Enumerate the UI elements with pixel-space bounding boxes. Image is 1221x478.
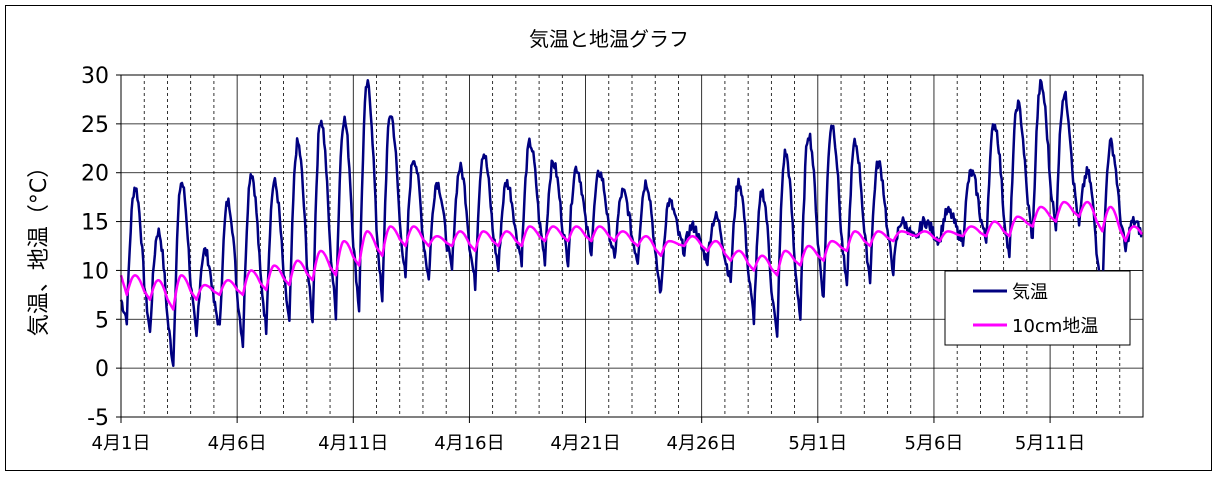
legend-label: 気温 <box>1012 282 1048 303</box>
series-line-air-temp <box>119 78 1143 368</box>
legend-box <box>944 270 1131 346</box>
x-tick-label: 4月16日 <box>434 433 504 454</box>
y-tick-label: 30 <box>81 64 109 89</box>
legend: 気温 10cm地温 <box>944 270 1131 346</box>
x-tick-label: 4月21日 <box>550 433 620 454</box>
x-tick-label: 5月6日 <box>905 433 964 454</box>
x-tick-label: 4月6日 <box>208 433 267 454</box>
plot-border <box>120 74 1144 418</box>
y-axis-label-group: 気温、地温（°C） <box>27 156 52 336</box>
legend-label: 10cm地温 <box>1012 316 1098 337</box>
chart-title: 気温と地温グラフ <box>529 27 689 51</box>
y-tick-label: 15 <box>81 211 109 236</box>
y-tick-label: 20 <box>81 162 109 187</box>
temperature-chart: 気温と地温グラフ 気温、地温（°C） -5 0 5 10 15 20 25 30 4月1日 4月6… <box>27 27 1144 454</box>
y-tick-label: 0 <box>95 357 109 382</box>
axis-layer: -5 0 5 10 15 20 25 30 4月1日 4月6日 4月11日 4月16日 4月21日 4月2… <box>81 64 1144 454</box>
x-tick-label: 4月11日 <box>318 433 388 454</box>
x-tick-label: 5月1日 <box>788 433 847 454</box>
x-tick-label: 4月26日 <box>667 433 737 454</box>
x-tick-label: 4月1日 <box>92 433 151 454</box>
y-tick-label: 25 <box>81 113 109 138</box>
series-line-soil-temp <box>119 200 1144 311</box>
x-tick-label: 5月11日 <box>1015 433 1085 454</box>
grid-layer <box>121 74 1143 418</box>
y-tick-label: 10 <box>81 259 109 284</box>
series-layer <box>119 78 1144 368</box>
y-tick-label: -5 <box>87 406 109 431</box>
y-tick-label: 5 <box>95 308 109 333</box>
y-axis-label: 気温、地温（°C） <box>27 156 52 336</box>
chart-frame: 気温と地温グラフ 気温、地温（°C） -5 0 5 10 15 20 25 30 4月1日 4月6… <box>5 5 1212 471</box>
